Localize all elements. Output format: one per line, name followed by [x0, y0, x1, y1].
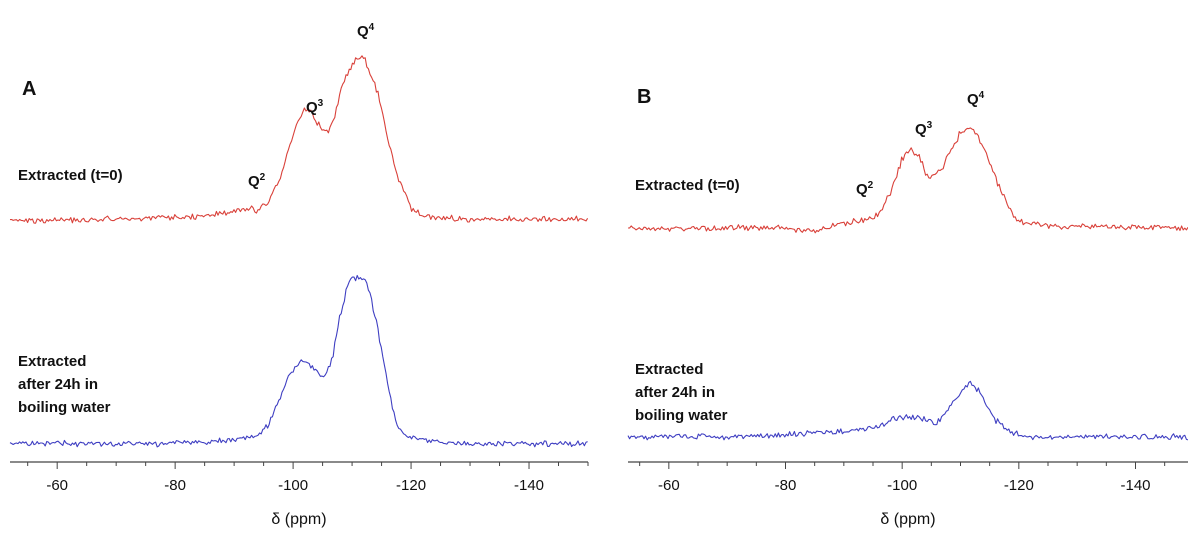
chart-a-x-tick-label: -60	[46, 477, 68, 494]
chart-b-series-extracted-t0-line	[628, 127, 1188, 234]
chart-a-peak-label-q3: Q3	[306, 98, 324, 116]
chart-a-series-label: Extracted	[18, 353, 86, 370]
peak-label-letter: Q	[967, 91, 979, 108]
peak-label-superscript: 4	[369, 22, 375, 33]
chart-b-x-axis-title: δ (ppm)	[880, 511, 935, 528]
chart-a-series-after-24h-line	[9, 274, 588, 448]
chart-a-x-tick-label: -120	[396, 477, 426, 494]
chart-b-x-tick-label: -120	[1004, 477, 1034, 494]
chart-b-x-tick-label: -60	[658, 477, 680, 494]
chart-b-peak-label-q2: Q2	[856, 180, 874, 198]
peak-label-letter: Q	[306, 99, 318, 116]
chart-a-series-label: after 24h in	[18, 376, 98, 393]
chart-a-series-label: Extracted (t=0)	[18, 167, 123, 184]
chart-a-peak-label-q4: Q4	[357, 22, 375, 40]
chart-b-panel-label: B	[637, 86, 651, 108]
chart-b-peak-label-q4: Q4	[967, 90, 985, 108]
peak-label-superscript: 3	[318, 98, 324, 109]
peak-label-superscript: 4	[979, 90, 985, 101]
peak-label-superscript: 2	[868, 180, 874, 191]
peak-label-letter: Q	[856, 181, 868, 198]
chart-a-series-label: boiling water	[18, 399, 111, 416]
chart-b-series-label: Extracted	[635, 361, 703, 378]
chart-a-panel-label: A	[22, 78, 36, 100]
chart-a-series-extracted-t0-line	[9, 55, 589, 224]
chart-b-x-tick-label: -100	[887, 477, 917, 494]
peak-label-letter: Q	[357, 23, 369, 40]
chart-b-x-tick-label: -140	[1120, 477, 1150, 494]
peak-label-letter: Q	[248, 173, 260, 190]
chart-a-x-axis-title: δ (ppm)	[271, 511, 326, 528]
peak-label-letter: Q	[915, 121, 927, 138]
chart-b-series-label: boiling water	[635, 407, 728, 424]
peak-label-superscript: 3	[927, 120, 933, 131]
chart-a-x-tick-label: -100	[278, 477, 308, 494]
chart-b-series-after-24h-line	[627, 380, 1188, 441]
chart-a-x-tick-label: -80	[164, 477, 186, 494]
chart-b-peak-label-q3: Q3	[915, 120, 933, 138]
chart-a-peak-label-q2: Q2	[248, 172, 266, 190]
chart-a-x-tick-label: -140	[514, 477, 544, 494]
chart-b-series-label: after 24h in	[635, 384, 715, 401]
peak-label-superscript: 2	[260, 172, 266, 183]
chart-b-series-label: Extracted (t=0)	[635, 177, 740, 194]
chart-b-x-tick-label: -80	[775, 477, 797, 494]
